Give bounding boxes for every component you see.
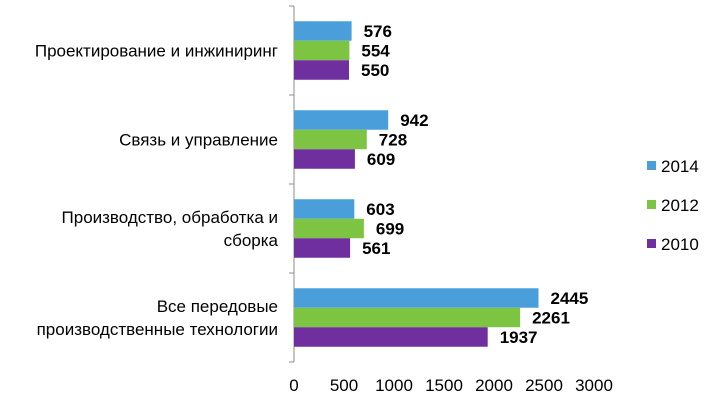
data-label-2010-cat1: 550 [361, 61, 389, 80]
category-label: Производство, обработка и сборка [62, 208, 279, 250]
data-label-2014-cat4: 2445 [551, 289, 589, 308]
data-label-2014-cat1: 576 [364, 22, 392, 41]
bar-2010-cat2 [294, 149, 355, 169]
bars [294, 21, 539, 347]
legend-label-2014: 2014 [661, 157, 699, 176]
bar-2010-cat4 [294, 327, 488, 347]
bar-2014-cat1 [294, 21, 352, 41]
bar-2010-cat3 [294, 238, 351, 258]
bar-2012-cat4 [294, 307, 521, 328]
data-label-2014-cat2: 942 [400, 111, 428, 130]
category-label: Проектирование и инжиниринг [35, 42, 278, 61]
data-label-2010-cat3: 561 [362, 239, 390, 258]
category-label-line: Проектирование и инжиниринг [35, 42, 278, 61]
x-tick-label: 2500 [525, 376, 563, 395]
bar-2012-cat3 [294, 218, 364, 239]
x-tick-labels: 0 500 1000 1500 2000 2500 3000 [289, 376, 613, 395]
axis [289, 5, 295, 363]
x-tick-label: 1500 [425, 376, 463, 395]
category-label-line: Производство, обработка и [62, 208, 278, 227]
data-label-2012-cat2: 728 [379, 131, 407, 150]
category-label-line: производственные технологии [37, 320, 278, 339]
category-label-line: сборка [224, 231, 279, 250]
legend-label-2010: 2010 [661, 235, 699, 254]
bar-2012-cat1 [294, 40, 350, 61]
data-label-2012-cat3: 699 [376, 220, 404, 239]
category-label-line: Все передовые [157, 297, 278, 316]
legend-swatch-2010 [647, 239, 656, 248]
x-tick-label: 2000 [475, 376, 513, 395]
bar-2010-cat1 [294, 60, 349, 80]
x-tick-label: 500 [330, 376, 358, 395]
legend-swatch-2014 [647, 161, 656, 170]
data-label-2012-cat4: 2261 [532, 309, 570, 328]
data-label-2014-cat3: 603 [366, 200, 394, 219]
data-label-2010-cat2: 609 [367, 150, 395, 169]
legend-label-2012: 2012 [661, 196, 699, 215]
x-tick-label: 1000 [375, 376, 413, 395]
data-label-2010-cat4: 1937 [500, 328, 538, 347]
category-labels: Проектирование и инжиниринг Связь и управ… [35, 42, 279, 340]
x-tick-label: 0 [289, 376, 298, 395]
bar-2014-cat2 [294, 110, 389, 130]
x-tick-label: 3000 [575, 376, 613, 395]
data-label-2012-cat1: 554 [361, 42, 390, 61]
bar-2012-cat2 [294, 129, 367, 150]
legend-swatch-2012 [647, 200, 656, 209]
category-label: Связь и управление [119, 131, 278, 150]
bar-2014-cat4 [294, 288, 539, 308]
legend: 2014 2012 2010 [647, 157, 699, 254]
category-label: Все передовые производственные технологии [37, 297, 278, 339]
category-label-line: Связь и управление [119, 131, 278, 150]
bar-2014-cat3 [294, 199, 355, 219]
